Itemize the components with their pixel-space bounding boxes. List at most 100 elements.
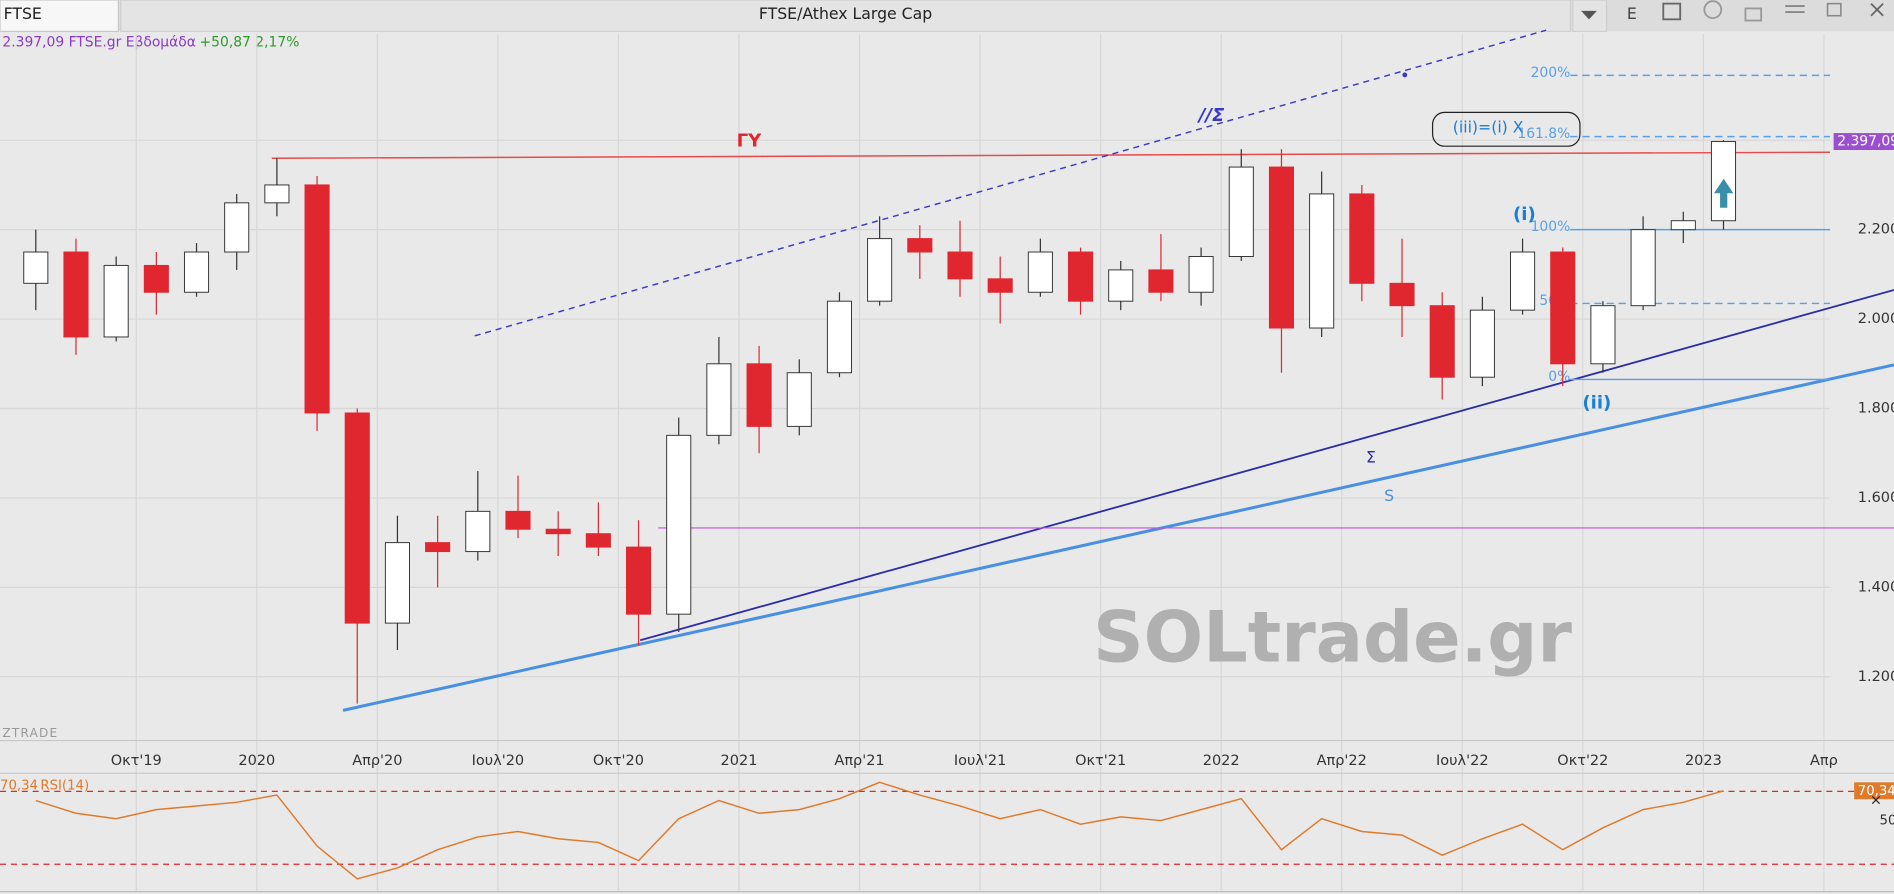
candle-body <box>505 510 531 530</box>
x-tick-label: Απρ'21 <box>834 753 884 769</box>
fib-label: 0% <box>1548 369 1570 385</box>
candle-body <box>1469 309 1495 378</box>
y-tick-label: 2.000 <box>1858 311 1894 327</box>
x-tick-label: 2021 <box>721 753 758 769</box>
candle-body <box>1188 256 1214 293</box>
candle-body <box>1550 251 1576 365</box>
candle-body <box>947 251 973 280</box>
candle-body <box>344 412 370 624</box>
x-tick-label: Απρ <box>1810 753 1838 769</box>
candle-body <box>425 542 451 553</box>
support-line-sigma <box>639 289 1894 642</box>
brand: ZTRADE <box>2 726 58 740</box>
candle-body <box>1268 166 1295 329</box>
dropdown-arrow <box>1581 10 1597 20</box>
symbol-tab-label: FTSE <box>4 4 42 23</box>
annotation: (ii) <box>1582 393 1611 414</box>
quote-info: 2.397,09 FTSE.gr Εβδομάδα +50,87 2,17% <box>2 34 299 50</box>
rsi-close[interactable]: × <box>1870 792 1882 808</box>
annotation: S <box>1384 486 1394 505</box>
x-tick-label: Ιουλ'20 <box>472 753 524 769</box>
annotation: (iii)=(i) X <box>1453 118 1524 137</box>
symbol-tab[interactable] <box>0 0 119 33</box>
title-field <box>120 0 1571 33</box>
annotation: //Σ <box>1197 105 1225 126</box>
rsi-line <box>35 781 1724 880</box>
candle-body <box>1309 193 1335 329</box>
candle-body <box>706 363 732 436</box>
x-tick-label: Οκτ'21 <box>1075 753 1126 769</box>
rsi-legend: 70,34 RSI(14) <box>0 778 89 793</box>
candle-body <box>1510 251 1536 311</box>
candle-body <box>465 510 491 553</box>
watermark: SOLtrade.gr <box>1093 597 1572 679</box>
y-tick-label: 1.800 <box>1858 401 1894 417</box>
icon-close[interactable] <box>1870 2 1884 17</box>
x-tick-label: Απρ'20 <box>352 753 402 769</box>
x-tick-label: 2022 <box>1203 753 1240 769</box>
candle-body <box>666 434 692 615</box>
candle-body <box>1108 269 1134 302</box>
annotation: ΓΥ <box>737 130 763 151</box>
candle-body <box>746 363 772 427</box>
fib-label: 200% <box>1531 65 1571 81</box>
x-tick-label: 2020 <box>238 753 275 769</box>
candles <box>23 140 1737 704</box>
icon-window[interactable] <box>1662 2 1682 21</box>
candle-body <box>907 238 933 253</box>
candle-body <box>224 202 250 253</box>
rsi-value-label: 70,34 <box>1858 784 1894 799</box>
candle-body <box>1670 220 1696 231</box>
x-tick-label: Οκτ'22 <box>1557 753 1608 769</box>
window-title: FTSE/Athex Large Cap <box>759 4 932 23</box>
rsi-value-tag <box>1854 782 1894 800</box>
candle-body <box>826 300 852 374</box>
candle-body <box>103 264 129 338</box>
candle-body <box>23 251 49 284</box>
resistance-line <box>271 151 1830 159</box>
candle-body <box>626 546 652 615</box>
icon-lock[interactable] <box>1744 7 1763 22</box>
y-tick-label: 1.400 <box>1858 579 1894 595</box>
parallel-channel-line <box>474 29 1547 337</box>
x-tick-label: Ιουλ'21 <box>954 753 1006 769</box>
annotation: (i) <box>1513 204 1536 225</box>
icon-menu[interactable] <box>1785 5 1805 13</box>
candle-body <box>63 251 89 338</box>
rsi-tick-label: 50 <box>1880 814 1894 829</box>
last-price-label: 2.397,09 <box>1837 134 1894 150</box>
candle-body <box>987 278 1013 293</box>
x-tick-label: Απρ'22 <box>1317 753 1367 769</box>
candle-body <box>786 372 812 427</box>
y-tick-label: 1.600 <box>1858 490 1894 506</box>
change: +50,87 2,17% <box>200 34 300 50</box>
candle-body <box>1027 251 1053 293</box>
candle-body <box>143 264 169 293</box>
fib-label: 161.8% <box>1517 126 1570 142</box>
rsi-last-value: 70,34 <box>0 778 38 793</box>
candle-body <box>1068 251 1094 302</box>
support-line-s <box>342 363 1894 712</box>
icon-restore[interactable] <box>1826 2 1842 17</box>
candle-body <box>1590 305 1616 365</box>
candle-body <box>545 528 571 535</box>
candle-body <box>384 542 410 624</box>
x-tick-label: Οκτ'20 <box>593 753 644 769</box>
toolbar-button[interactable]: E <box>1627 4 1637 23</box>
candle-body <box>585 533 611 548</box>
candle-body <box>1630 229 1656 307</box>
candle-body <box>1349 193 1375 284</box>
x-tick-label: Ιουλ'22 <box>1436 753 1488 769</box>
icon-chat[interactable] <box>1703 0 1723 20</box>
candle-body <box>1228 166 1254 257</box>
candle-body <box>1148 269 1174 293</box>
quote: 2.397,09 FTSE.gr Εβδομάδα <box>2 34 196 50</box>
candle-body <box>264 184 290 204</box>
fib-label: 100% <box>1531 219 1571 235</box>
last-price-tag <box>1833 133 1894 150</box>
candle-body <box>1429 305 1455 378</box>
candle-body <box>183 251 210 293</box>
candle-body <box>1389 282 1415 307</box>
